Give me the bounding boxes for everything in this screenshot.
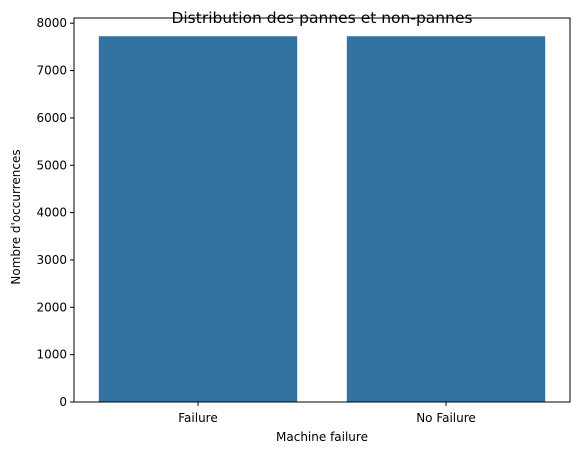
y-tick-label: 5000: [36, 158, 67, 172]
y-tick-label: 4000: [36, 206, 67, 220]
y-tick-label: 7000: [36, 64, 67, 78]
y-tick-label: 2000: [36, 300, 67, 314]
bar-failure: [98, 36, 298, 403]
x-tick-label: No Failure: [416, 411, 476, 425]
bar-no-failure: [346, 36, 546, 403]
y-tick-label: 6000: [36, 111, 67, 125]
y-axis-label: Nombre d'occurrences: [9, 149, 23, 284]
y-tick-label: 1000: [36, 348, 67, 362]
x-axis-ticks: Failure No Failure: [178, 402, 476, 425]
x-axis-label: Machine failure: [276, 430, 368, 444]
bars-group: [98, 36, 546, 403]
x-tick-label: Failure: [178, 411, 217, 425]
y-tick-label: 3000: [36, 253, 67, 267]
y-axis-ticks: 0 1000 2000 3000 4000 5000 6000 7000 8000: [36, 16, 74, 409]
y-tick-label: 8000: [36, 16, 67, 30]
plot-frame: [73, 17, 571, 403]
y-tick-label: 0: [59, 395, 67, 409]
